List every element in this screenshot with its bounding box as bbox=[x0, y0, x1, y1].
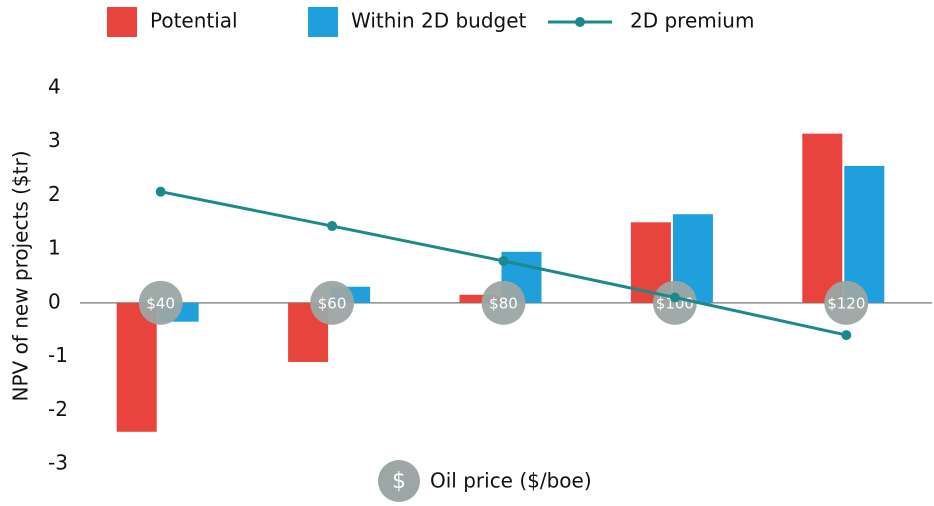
bar bbox=[802, 133, 843, 303]
legend-label: Within 2D budget bbox=[351, 9, 527, 33]
legend-swatch bbox=[107, 7, 137, 37]
y-tick-label: -2 bbox=[48, 397, 68, 421]
x-tick-label: $120 bbox=[827, 294, 865, 312]
legend-dot bbox=[575, 17, 585, 27]
bar bbox=[459, 294, 500, 303]
x-tick-label: $60 bbox=[318, 294, 347, 312]
line-point bbox=[155, 186, 166, 197]
category-badge bbox=[138, 280, 183, 325]
line-point bbox=[841, 330, 852, 341]
bar bbox=[844, 165, 885, 303]
x-axis-label: Oil price ($/boe) bbox=[430, 469, 592, 493]
line-point bbox=[498, 255, 509, 266]
x-label-icon-bg bbox=[378, 460, 420, 502]
y-tick-label: 0 bbox=[48, 289, 61, 313]
y-tick-label: 1 bbox=[48, 236, 61, 260]
y-tick-label: 2 bbox=[48, 182, 61, 206]
legend-label: 2D premium bbox=[630, 9, 754, 33]
y-tick-label: -3 bbox=[48, 451, 68, 475]
legend-swatch bbox=[308, 7, 338, 37]
category-badge bbox=[652, 280, 697, 325]
bar bbox=[116, 302, 157, 432]
line-point bbox=[669, 292, 680, 303]
category-badge bbox=[310, 280, 355, 325]
x-label-icon: $ bbox=[392, 469, 406, 494]
line-point bbox=[327, 221, 338, 232]
x-tick-label: $40 bbox=[146, 294, 175, 312]
category-badge bbox=[824, 280, 869, 325]
y-axis-label: NPV of new projects ($tr) bbox=[9, 151, 33, 402]
legend-label: Potential bbox=[150, 9, 238, 33]
y-tick-label: 3 bbox=[48, 128, 61, 152]
y-tick-label: 4 bbox=[48, 75, 61, 99]
x-tick-label: $80 bbox=[489, 294, 518, 312]
category-badge bbox=[481, 280, 526, 325]
y-tick-label: -1 bbox=[48, 343, 68, 367]
